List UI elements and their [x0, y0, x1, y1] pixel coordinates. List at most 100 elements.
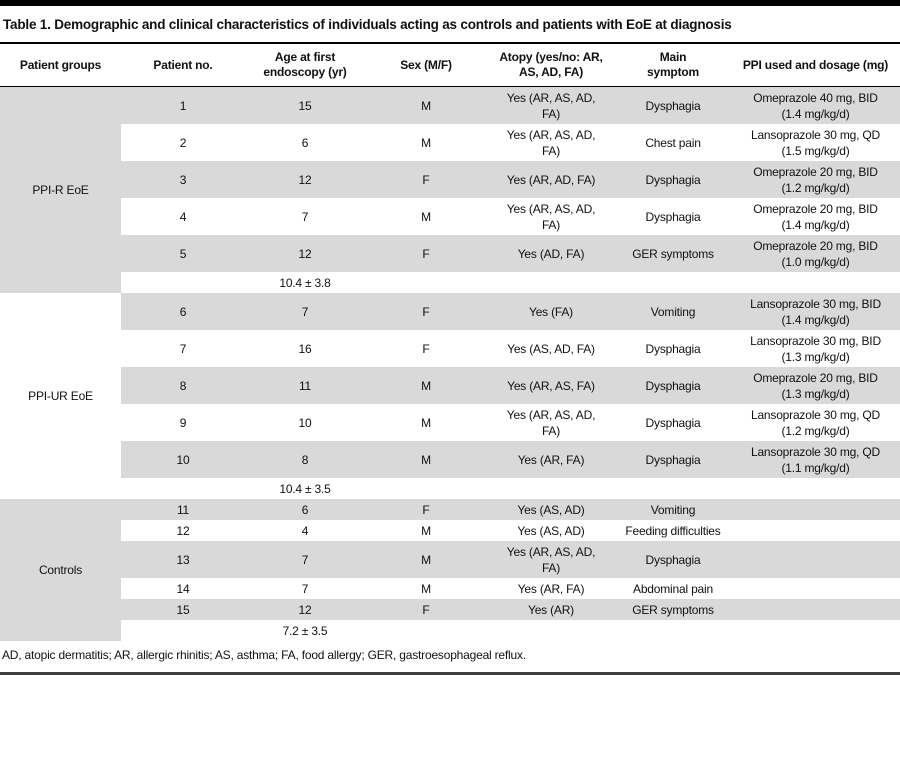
- no-cell: 1: [121, 86, 245, 124]
- sex-cell: M: [365, 86, 487, 124]
- age-cell: 15: [245, 86, 365, 124]
- patient-row: 8 11 M Yes (AR, AS, FA) Dysphagia Omeprazole …: [0, 367, 900, 404]
- no-cell: 12: [176, 523, 190, 538]
- atopy-value: Yes (AR, AD, FA): [506, 172, 596, 187]
- atopy-cell: Yes (AR, AS, AD, FA): [487, 86, 615, 124]
- sex-cell: F: [365, 235, 487, 272]
- ppi-cell: Lansoprazole 30 mg, BID (1.3 mg/kg/d): [750, 333, 881, 364]
- atopy-cell: Yes (AD, FA): [487, 235, 615, 272]
- sex-cell: F: [365, 499, 487, 520]
- no-cell: 2: [179, 135, 187, 150]
- patient-row: 14 7 M Yes (AR, FA) Abdominal pain: [0, 578, 900, 599]
- mean-row: 7.2 ± 3.5: [0, 620, 900, 641]
- patient-row: PPI-UR EoE 6 7 F Yes (FA) Vomiting Lansoprazol…: [0, 293, 900, 403]
- ppi-cell: Lansoprazole 30 mg, QD (1.1 mg/kg/d): [731, 441, 900, 478]
- no-cell: 15: [121, 599, 245, 620]
- atopy-value: Yes (AR, AS, AD, FA): [506, 201, 596, 232]
- ppi-cell: [731, 520, 900, 541]
- symptom-cell: Vomiting: [615, 499, 731, 520]
- group-cell: PPI-UR EoE: [28, 389, 93, 403]
- age-cell: 12: [245, 235, 365, 272]
- col-header-atopy: Atopy (yes/no: AR, AS, AD, FA): [487, 44, 615, 87]
- symptom-cell: Dysphagia: [645, 209, 701, 224]
- no-cell: 14: [176, 581, 190, 596]
- atopy-cell: Yes (AS, AD): [487, 499, 615, 520]
- patient-row: 10 8 M Yes (AR, FA) Dysphagia Lansoprazole 30…: [0, 441, 900, 478]
- no-cell: 11: [121, 499, 245, 520]
- atopy-cell: Yes (AS, AD, FA): [487, 330, 615, 367]
- patient-row: 2 6 M Yes (AR, AS, AD, FA) Chest pain Lansopr…: [0, 124, 900, 161]
- patient-row: Controls 11 6 F Yes (AS, AD) Vomiting: [0, 499, 900, 641]
- no-cell: 5: [121, 235, 245, 272]
- patient-row: 4 7 M Yes (AR, AS, AD, FA) Dysphagia Omeprazo…: [0, 198, 900, 235]
- symptom-cell: Vomiting: [615, 293, 731, 330]
- demographics-table: Patient groups Patient no. Age at first …: [0, 44, 900, 641]
- atopy-cell: Yes (AR, AS, AD, FA): [487, 198, 615, 235]
- atopy-cell: Yes (AR, FA): [487, 441, 615, 478]
- empty-cell: [731, 478, 900, 499]
- age-cell: 8: [245, 441, 365, 478]
- empty-cell: [731, 620, 900, 641]
- age-cell: 7: [301, 581, 309, 596]
- table-footnote: AD, atopic dermatitis; AR, allergic rhin…: [2, 648, 526, 662]
- no-cell: 4: [179, 209, 187, 224]
- ppi-cell: Omeprazole 20 mg, BID (1.0 mg/kg/d): [731, 235, 900, 272]
- ppi-cell: [731, 541, 900, 578]
- no-cell: 10: [121, 441, 245, 478]
- symptom-cell: Dysphagia: [645, 341, 701, 356]
- atopy-value: Yes (AR, AS, FA): [507, 378, 595, 393]
- atopy-value: Yes (AS, AD): [517, 502, 585, 517]
- atopy-value: Yes (AS, AD, FA): [507, 341, 595, 356]
- atopy-cell: Yes (AR): [487, 599, 615, 620]
- atopy-cell: Yes (FA): [487, 293, 615, 330]
- atopy-cell: Yes (AR, AS, AD, FA): [487, 404, 615, 441]
- atopy-value: Yes (AS, AD): [517, 523, 585, 538]
- empty-cell: [365, 272, 487, 293]
- patient-row: 7 16 F Yes (AS, AD, FA) Dysphagia Lansoprazol…: [0, 330, 900, 367]
- no-cell: 6: [121, 293, 245, 330]
- group-cell: Controls: [0, 499, 121, 641]
- sex-cell: F: [365, 161, 487, 198]
- col-header-main-symptom: Main symptom: [615, 44, 731, 87]
- atopy-value: Yes (AR, FA): [517, 452, 585, 467]
- col-header-ppi: PPI used and dosage (mg): [731, 44, 900, 87]
- ppi-cell: Omeprazole 20 mg, BID (1.3 mg/kg/d): [731, 367, 900, 404]
- symptom-cell: Dysphagia: [615, 86, 731, 124]
- sex-cell: M: [421, 135, 431, 150]
- symptom-cell: Dysphagia: [615, 161, 731, 198]
- no-cell: 8: [121, 367, 245, 404]
- no-cell: 9: [179, 415, 187, 430]
- symptom-cell: Chest pain: [645, 135, 701, 150]
- bottom-rule: [0, 672, 900, 675]
- empty-cell: [121, 478, 245, 499]
- table-title: Table 1. Demographic and clinical charac…: [3, 17, 732, 32]
- atopy-value: Yes (AR, AS, AD, FA): [506, 90, 596, 121]
- age-cell: 7: [245, 541, 365, 578]
- col-header-sex: Sex (M/F): [365, 44, 487, 87]
- sex-cell: F: [422, 341, 430, 356]
- age-cell: 10: [298, 415, 312, 430]
- atopy-value: Yes (AR): [528, 602, 574, 617]
- patient-row: 13 7 M Yes (AR, AS, AD, FA) Dysphagia: [0, 541, 900, 578]
- no-cell: 13: [121, 541, 245, 578]
- patient-row: 9 10 M Yes (AR, AS, AD, FA) Dysphagia Lansopr…: [0, 404, 900, 441]
- empty-cell: [615, 620, 731, 641]
- mean-row: 10.4 ± 3.5: [0, 478, 900, 499]
- age-cell: 4: [301, 523, 309, 538]
- atopy-value: Yes (AR, AS, AD, FA): [506, 544, 596, 575]
- col-header-age: Age at first endoscopy (yr): [245, 44, 365, 87]
- empty-cell: [121, 620, 245, 641]
- empty-cell: [365, 478, 487, 499]
- top-rule-bar: [0, 0, 900, 6]
- title-rule: [0, 42, 900, 44]
- atopy-cell: Yes (AR, AS, FA): [487, 367, 615, 404]
- ppi-cell: Omeprazole 20 mg, BID (1.2 mg/kg/d): [731, 161, 900, 198]
- age-cell: 6: [245, 499, 365, 520]
- sex-cell: F: [365, 599, 487, 620]
- symptom-cell: Dysphagia: [615, 541, 731, 578]
- empty-cell: [487, 272, 615, 293]
- empty-cell: [487, 478, 615, 499]
- atopy-value: Yes (FA): [529, 304, 573, 319]
- sex-cell: M: [365, 367, 487, 404]
- ppi-cell: Lansoprazole 30 mg, BID (1.4 mg/kg/d): [731, 293, 900, 330]
